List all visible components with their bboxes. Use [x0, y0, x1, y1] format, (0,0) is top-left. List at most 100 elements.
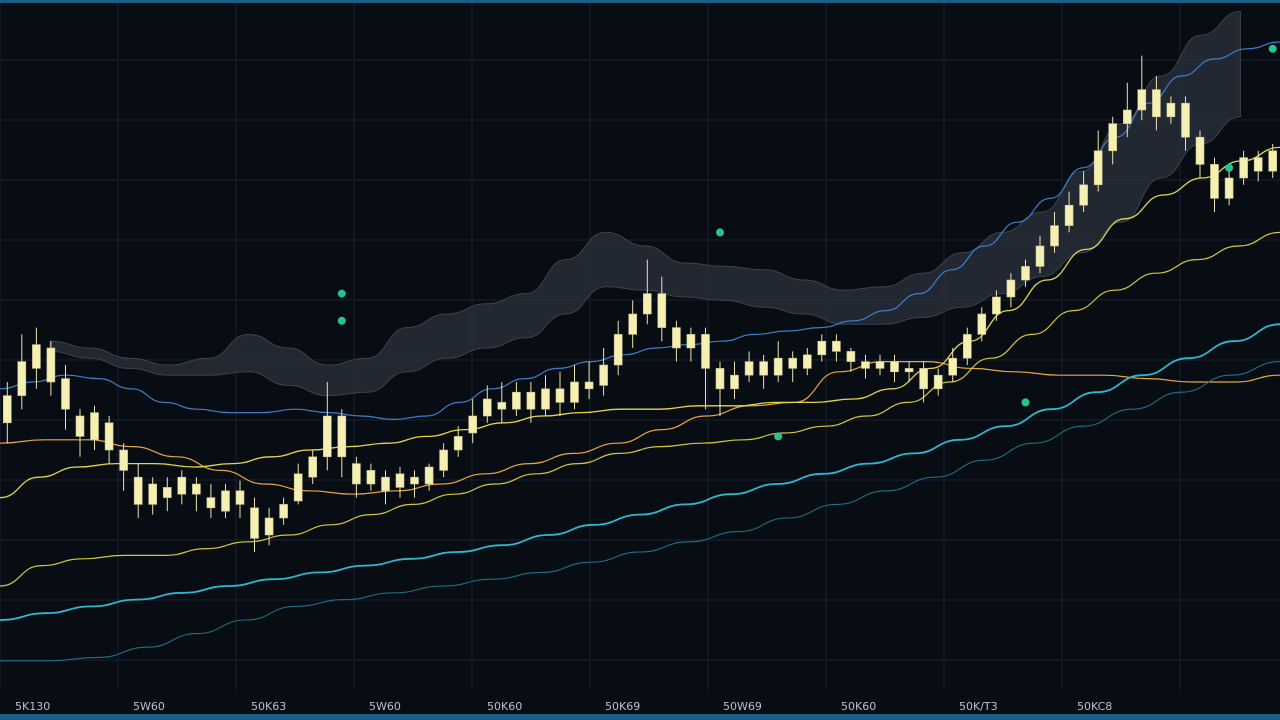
- signal-markers: [337, 44, 1277, 441]
- gridlines: [0, 0, 1280, 690]
- cloud-band: [49, 10, 1241, 397]
- x-tick-label: 50K60: [487, 700, 522, 713]
- candle-body: [730, 374, 739, 390]
- candle-body: [177, 476, 187, 495]
- x-axis: 5K130 5W60 50K63 5W60 50K60 50K69 50W69 50K60 50…: [15, 700, 1112, 713]
- candle-body: [264, 517, 274, 536]
- candle-body: [904, 368, 914, 373]
- bottom-border: [0, 714, 1280, 720]
- candle-body: [672, 327, 681, 349]
- cloud-band-area: [49, 10, 1241, 397]
- candle-body: [497, 402, 507, 410]
- overlay-lines: [0, 41, 1280, 662]
- candle-body: [1108, 123, 1117, 152]
- candle-body: [46, 347, 56, 383]
- candle-body: [1195, 136, 1205, 165]
- x-tick-label: 5W60: [369, 700, 401, 713]
- candle-body: [744, 361, 754, 376]
- candle-body: [890, 361, 899, 373]
- candle-body: [453, 436, 463, 451]
- candle-body: [1006, 279, 1016, 298]
- candle-body: [250, 507, 259, 539]
- candle-body: [613, 334, 623, 366]
- candle-body: [192, 483, 201, 495]
- candle-body: [759, 361, 768, 376]
- candle-body: [1079, 184, 1088, 206]
- candle-body: [715, 368, 725, 390]
- top-border: [0, 0, 1280, 3]
- candle-body: [1050, 225, 1059, 247]
- candle-body: [322, 415, 332, 458]
- candle-body: [133, 476, 143, 505]
- candle-body: [1181, 102, 1190, 138]
- candle-body: [235, 490, 245, 505]
- candle-body: [439, 449, 448, 471]
- candle-body: [366, 470, 376, 485]
- candle-body: [90, 412, 99, 441]
- signal-marker: [1225, 163, 1234, 172]
- candle-body: [1268, 150, 1277, 172]
- overlay-line: [0, 323, 1280, 621]
- candle-body: [977, 313, 987, 335]
- candle-body: [424, 466, 434, 485]
- candle-body: [17, 361, 27, 396]
- candle-body: [410, 476, 419, 485]
- candle-body: [337, 415, 347, 458]
- signal-marker: [716, 228, 724, 237]
- candle-body: [788, 357, 798, 369]
- candle-body: [701, 334, 710, 369]
- candle-body: [933, 374, 943, 390]
- signal-marker: [1021, 398, 1030, 407]
- x-tick-label: 50K63: [251, 700, 286, 713]
- candle-body: [119, 449, 128, 471]
- candle-body: [1035, 245, 1045, 267]
- candle-body: [482, 398, 492, 417]
- candle-body: [1224, 177, 1234, 199]
- candle-body: [1064, 204, 1074, 226]
- signal-marker: [337, 289, 346, 298]
- candle-body: [948, 357, 958, 376]
- candle-body: [32, 344, 41, 369]
- candle-body: [104, 422, 114, 451]
- candle-body: [846, 351, 856, 362]
- candle-body: [1021, 266, 1030, 281]
- candle-body: [2, 395, 12, 424]
- x-tick-label: 50KC8: [1077, 700, 1112, 713]
- signal-marker: [337, 316, 346, 325]
- signal-marker: [774, 432, 783, 441]
- candles: [2, 55, 1277, 552]
- candle-body: [1210, 164, 1219, 199]
- candle-body: [861, 361, 870, 369]
- x-tick-label: 50K60: [841, 700, 876, 713]
- candle-body: [1137, 89, 1147, 111]
- candle-body: [1123, 109, 1132, 124]
- x-tick-label: 5K130: [15, 700, 50, 713]
- candle-body: [686, 334, 696, 349]
- overlay-line: [0, 146, 1280, 499]
- candle-body: [61, 378, 70, 410]
- x-tick-label: 50K/T3: [959, 700, 998, 713]
- x-tick-label: 50W69: [723, 700, 762, 713]
- overlay-line: [0, 361, 1280, 495]
- candle-body: [817, 340, 827, 356]
- overlay-line: [0, 361, 1280, 662]
- candle-body: [468, 415, 478, 434]
- candle-body: [1239, 157, 1248, 179]
- candle-body: [395, 473, 405, 488]
- candle-body: [642, 293, 652, 315]
- overlay-line: [0, 231, 1280, 587]
- candle-body: [555, 388, 565, 403]
- candle-body: [599, 364, 608, 386]
- candle-body: [308, 456, 318, 478]
- candle-body: [962, 334, 972, 359]
- candle-body: [206, 497, 216, 509]
- candle-body: [293, 473, 303, 502]
- candle-body: [992, 296, 1001, 315]
- candle-body: [1253, 157, 1263, 172]
- candle-body: [541, 388, 550, 410]
- candle-body: [1093, 150, 1103, 186]
- candle-body: [163, 487, 172, 498]
- x-tick-label: 5W60: [133, 700, 165, 713]
